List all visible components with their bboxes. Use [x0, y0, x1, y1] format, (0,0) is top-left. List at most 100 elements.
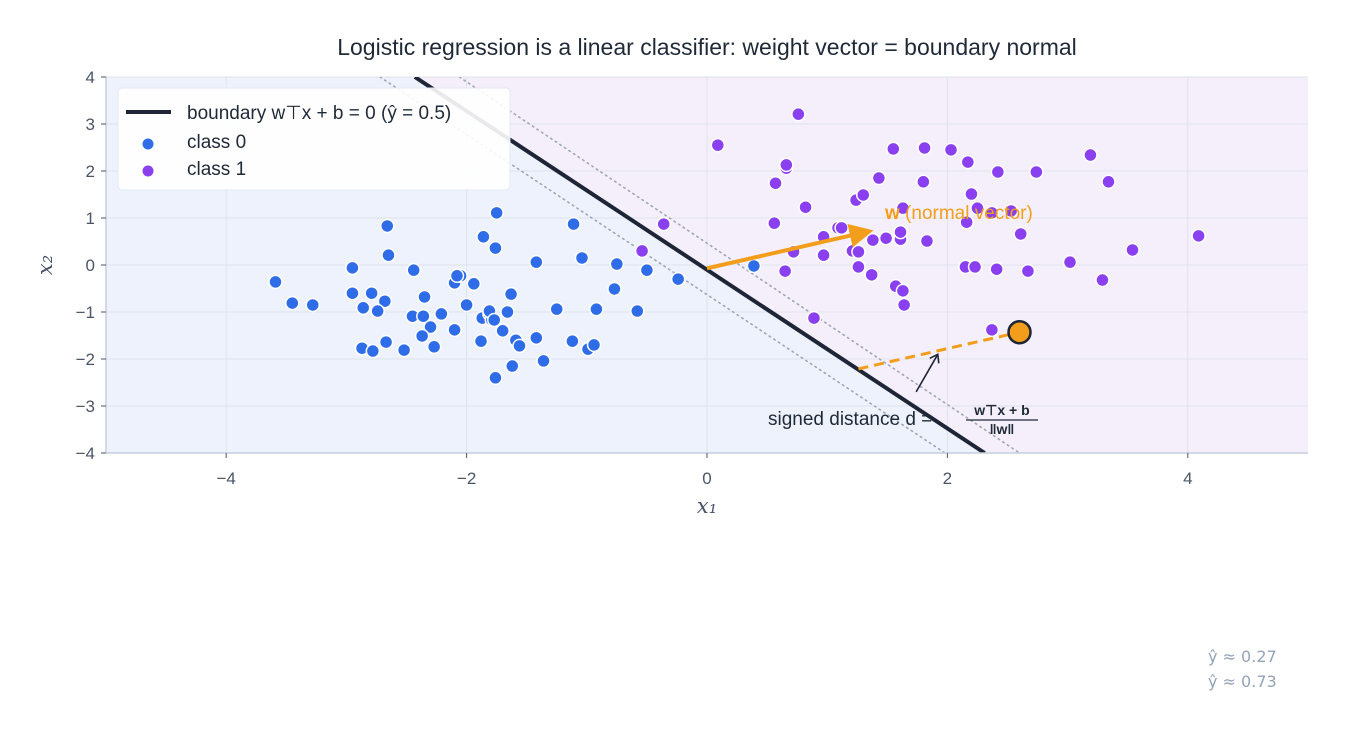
class0-point	[670, 271, 686, 287]
y-tick-label: −2	[76, 350, 95, 369]
class0-point	[489, 205, 504, 221]
class1-point	[791, 106, 806, 122]
class1-point	[1125, 242, 1140, 258]
class0-point	[476, 229, 491, 245]
class1-point	[919, 233, 935, 249]
class0-point	[355, 300, 371, 316]
signed-distance-line	[858, 330, 1020, 371]
class0-point	[473, 333, 489, 349]
class1-point	[959, 214, 974, 230]
class0-point	[529, 254, 544, 270]
weight-vector-caption: (normal vector)	[900, 203, 1033, 224]
class1-point	[886, 141, 901, 157]
legend-boundary-label: boundary w⊤x + b = 0 (ŷ = 0.5)	[187, 103, 451, 124]
class1-point	[834, 220, 849, 236]
class1-point	[895, 200, 911, 216]
legend-class1-label: class 1	[187, 159, 246, 180]
class0-point	[586, 337, 602, 353]
distance-numerator: w⊤x + b	[973, 402, 1029, 418]
x-axis-label: x₁	[697, 494, 717, 518]
class1-point	[964, 186, 979, 202]
class0-point	[345, 260, 360, 276]
x-tick-label: −2	[457, 469, 476, 488]
weight-vector-symbol: w	[884, 203, 900, 224]
legend: boundary w⊤x + b = 0 (ŷ = 0.5) class 0 c…	[117, 87, 511, 191]
class0-point	[423, 319, 438, 335]
class0-point	[268, 274, 283, 290]
class1-point	[896, 297, 912, 313]
x-tick-label: 0	[702, 469, 711, 488]
class1-point	[1029, 164, 1044, 180]
class0-point	[566, 216, 581, 232]
contour-label-high: ŷ ≈ 0.73	[1208, 672, 1277, 691]
class1-point	[710, 137, 726, 153]
class1-point	[856, 187, 871, 203]
weight-vector-arrow	[706, 223, 874, 271]
class0-point	[449, 268, 465, 284]
class1-point	[1083, 147, 1098, 163]
class1-point	[916, 174, 931, 190]
class1-point	[960, 154, 976, 170]
class0-point	[466, 276, 482, 292]
class1-point	[871, 170, 887, 186]
class1-point	[816, 247, 831, 263]
y-tick-label: −4	[76, 444, 95, 463]
class0-point	[536, 353, 551, 369]
y-tick-label: 3	[86, 115, 95, 134]
weight-vector-label: w (normal vector)	[884, 203, 1033, 224]
class0-point	[639, 262, 655, 278]
legend-class0-swatch	[142, 138, 154, 150]
y-tick-label: 0	[86, 256, 95, 275]
class0-point	[486, 312, 502, 328]
class0-point	[381, 247, 396, 263]
class1-point	[1020, 263, 1036, 279]
class0-point	[607, 281, 622, 297]
legend-class1-swatch	[142, 165, 154, 177]
signed-distance-text: signed distance d =	[768, 409, 932, 430]
query-point	[1007, 319, 1032, 345]
class0-point	[365, 343, 381, 359]
class1-point	[634, 243, 650, 259]
class0-point	[417, 289, 432, 305]
class1-point	[656, 216, 671, 232]
class0-point	[459, 297, 474, 313]
class0-point	[370, 303, 385, 319]
class1-point	[967, 259, 983, 275]
class0-point	[378, 334, 394, 350]
data-points	[268, 106, 1206, 386]
class0-point	[426, 339, 442, 355]
class1-point	[1101, 174, 1116, 190]
class1-point	[970, 200, 985, 216]
class0-point	[434, 306, 449, 322]
probability-contours	[379, 77, 1021, 453]
y-tick-label: 4	[86, 68, 95, 87]
class0-point	[589, 301, 604, 317]
class1-point	[1095, 272, 1110, 288]
class1-point	[779, 157, 794, 173]
class1-point	[864, 267, 879, 283]
class0-point	[406, 262, 421, 278]
class0-point	[609, 256, 625, 272]
y-tick-label: 2	[86, 162, 95, 181]
class0-point	[529, 330, 544, 346]
class0-point	[305, 297, 320, 313]
class0-point	[488, 240, 503, 256]
class1-point	[984, 322, 1000, 338]
class0-point	[630, 303, 645, 319]
x-tick-label: 4	[1183, 469, 1192, 488]
class0-point	[414, 328, 430, 344]
x-tick-label: 2	[943, 469, 952, 488]
class0-point	[377, 293, 393, 309]
class1-point	[895, 283, 911, 299]
class1-point	[768, 175, 783, 191]
y-tick-label: −3	[76, 397, 95, 416]
class0-point	[364, 285, 379, 301]
class1-point	[1003, 203, 1019, 219]
class0-point	[565, 333, 580, 349]
class0-point	[416, 308, 431, 324]
class0-point	[512, 338, 527, 354]
y-tick-label: 1	[86, 209, 95, 228]
class1-point	[806, 310, 822, 326]
class0-point	[503, 286, 519, 302]
